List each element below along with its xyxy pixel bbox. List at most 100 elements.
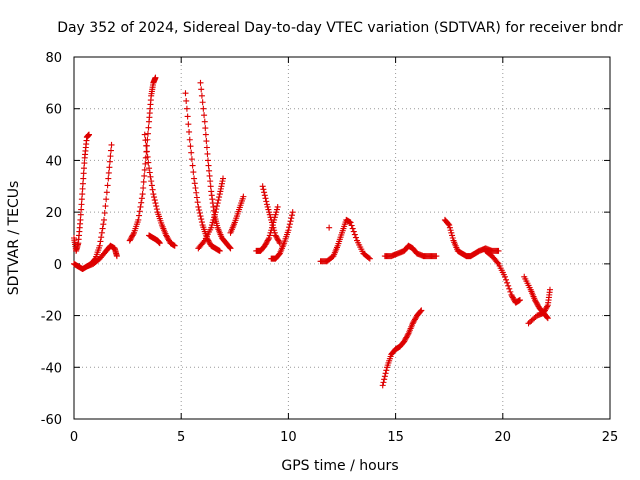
data-point [348, 222, 355, 229]
data-point [446, 222, 453, 229]
data-point [127, 236, 134, 243]
data-point [533, 299, 540, 306]
data-point [136, 208, 143, 215]
data-point [274, 236, 281, 243]
data-point [288, 215, 295, 222]
x-axis-title: GPS time / hours [281, 458, 398, 474]
series-arc12 [259, 183, 283, 247]
data-point [214, 200, 221, 207]
data-point [504, 279, 511, 286]
x-tick-label: 0 [70, 430, 78, 445]
data-point [261, 242, 268, 249]
data-point [402, 335, 409, 342]
data-point [262, 241, 269, 248]
data-point [99, 225, 106, 232]
data-point [409, 320, 416, 327]
data-point [263, 238, 270, 245]
data-point [103, 196, 110, 203]
data-point [192, 185, 199, 192]
data-point [271, 227, 278, 234]
data-point [503, 276, 510, 283]
data-point [203, 144, 210, 151]
series-arc13 [268, 209, 296, 262]
data-point [148, 178, 155, 185]
data-point [266, 209, 273, 216]
data-point [149, 186, 156, 193]
data-point [187, 143, 194, 150]
data-point [505, 282, 512, 289]
data-point [156, 240, 163, 247]
y-tick-label: 60 [45, 103, 62, 118]
data-point [352, 234, 359, 241]
data-point [286, 221, 293, 228]
series-arc17 [379, 307, 425, 389]
data-point [507, 288, 514, 295]
data-point [108, 141, 115, 148]
data-point [447, 227, 454, 234]
data-point [380, 379, 387, 386]
data-marks [71, 74, 553, 389]
data-point [98, 234, 105, 241]
data-point [501, 273, 508, 280]
data-point [128, 233, 135, 240]
data-point [145, 124, 152, 131]
data-point [215, 197, 222, 204]
data-point [171, 242, 178, 249]
data-point [78, 196, 85, 203]
data-point [196, 206, 203, 213]
grid-lines [74, 57, 610, 419]
data-point [136, 212, 143, 219]
data-point [272, 211, 279, 218]
data-point [184, 113, 191, 120]
data-point [506, 285, 513, 292]
data-point [183, 97, 190, 104]
data-point [529, 316, 536, 323]
data-point [113, 253, 120, 260]
data-point [189, 162, 196, 169]
data-point [544, 315, 551, 322]
data-point [202, 125, 209, 132]
data-point [199, 99, 206, 106]
data-point [206, 240, 213, 247]
data-point [543, 304, 550, 311]
data-point [86, 131, 93, 138]
y-tick-label: -20 [41, 310, 62, 325]
data-point [105, 175, 112, 182]
data-point [351, 231, 358, 238]
data-point [448, 229, 455, 236]
data-point [285, 227, 292, 234]
series-arc21 [525, 286, 553, 327]
data-point [366, 255, 373, 262]
x-tick-label: 10 [280, 430, 297, 445]
data-point [145, 159, 152, 166]
data-point [271, 229, 278, 236]
data-point [101, 210, 108, 217]
data-point [107, 147, 114, 154]
data-point [269, 222, 276, 229]
data-point [206, 238, 213, 245]
data-point [103, 189, 110, 196]
data-point [206, 172, 213, 179]
data-point [510, 295, 517, 302]
data-point [80, 170, 87, 177]
data-point [211, 214, 218, 221]
data-point [197, 213, 204, 220]
data-point [183, 105, 190, 112]
data-point [266, 211, 273, 218]
x-tick-label: 5 [177, 430, 185, 445]
data-point [531, 297, 538, 304]
series-arc10 [227, 193, 247, 236]
data-point [509, 294, 516, 301]
data-point [220, 175, 227, 182]
series-arc8 [197, 79, 234, 252]
data-point [210, 216, 217, 223]
data-point [259, 183, 266, 190]
data-point [144, 153, 151, 160]
data-point [208, 222, 215, 229]
data-point [410, 319, 417, 326]
data-point [142, 160, 149, 167]
data-point [200, 238, 207, 245]
data-point [166, 237, 173, 244]
data-point [151, 194, 158, 201]
